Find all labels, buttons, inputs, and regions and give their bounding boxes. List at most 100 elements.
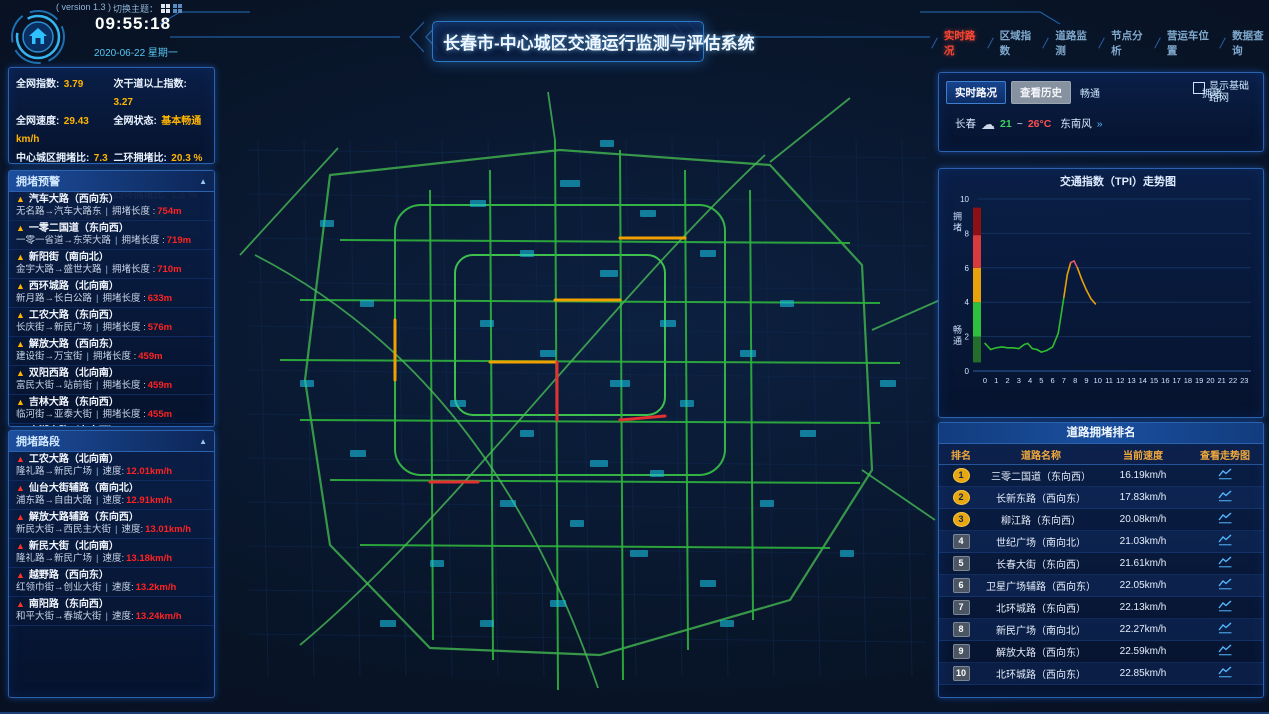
weather-bar: 长春 ☁ 21 ~ 26°C 东南风 » <box>955 115 1103 132</box>
congested-sections-panel: 拥堵路段 ▲ ▲ 工农大路（北向南） 隆礼路→新民广场 | 速度: 12.01km/h … <box>8 430 215 698</box>
legend-scale <box>1107 89 1199 97</box>
table-row: 3 柳江路（东向西） 20.08km/h <box>939 509 1263 531</box>
nav-separator <box>1219 37 1226 49</box>
svg-text:2: 2 <box>965 333 970 342</box>
alert-triangle-icon: ▲ <box>16 483 25 493</box>
table-row: 9 解放大路（西向东） 22.59km/h <box>939 641 1263 663</box>
trend-chart-button[interactable] <box>1187 490 1263 505</box>
theme-blue-swatch[interactable] <box>173 4 183 13</box>
nav-item[interactable]: 道路监测 <box>1036 28 1092 58</box>
collapse-arrow-icon[interactable]: ▲ <box>199 436 207 446</box>
warning-triangle-icon: ▲ <box>16 281 25 291</box>
legend-color-block <box>1164 89 1180 97</box>
version-label: ( version 1.3 ) <box>56 2 112 12</box>
trend-chart-button[interactable] <box>1187 512 1263 527</box>
rank-badge: 3 <box>952 512 970 527</box>
trend-chart-button[interactable] <box>1187 578 1263 593</box>
warning-item[interactable]: ▲ 双阳西路（北向南） 富民大街→站前街 | 拥堵长度 :459m <box>9 366 214 395</box>
warning-item[interactable]: ▲ 新阳街（南向北） 金宇大路→盛世大路 | 拥堵长度 :710m <box>9 250 214 279</box>
ranking-table-body: 1 三零二国道（东向西） 16.19km/h 2 长新东路（西向东） 17.83… <box>939 465 1263 685</box>
theme-light-swatch[interactable] <box>161 4 171 13</box>
main-nav: 实时路况 区域指数 道路监测 节点分析 营运车位置 数据查询 <box>925 28 1269 58</box>
trend-chart-button[interactable] <box>1187 666 1263 681</box>
trend-chart-button[interactable] <box>1187 534 1263 549</box>
nav-item[interactable]: 区域指数 <box>981 28 1037 58</box>
rank-badge: 7 <box>952 600 970 615</box>
svg-text:14: 14 <box>1139 376 1147 385</box>
current-speed: 16.19km/h <box>1119 470 1167 481</box>
road-name: 解放大路（西向东） <box>996 648 1086 659</box>
svg-text:4: 4 <box>965 298 970 307</box>
trend-chart-button[interactable] <box>1187 622 1263 637</box>
view-history-button[interactable]: 查看历史 <box>1011 81 1071 104</box>
table-header-row: 排名 道路名称 当前速度 查看走势图 <box>939 444 1263 465</box>
realtime-traffic-button[interactable]: 实时路况 <box>946 81 1006 104</box>
warning-item[interactable]: ▲ 汽车大路（西向东） 无名路→汽车大路东 | 拥堵长度 :754m <box>9 192 214 221</box>
home-logo[interactable] <box>9 8 67 66</box>
section-item[interactable]: ▲ 南阳路（东向西） 和平大街→春城大街 | 速度: 13.24km/h <box>9 597 214 626</box>
line-chart-icon <box>1217 644 1231 656</box>
warning-item[interactable]: ▲ 一零二国道（东向西） 一零一省道→东荣大路 | 拥堵长度 :719m <box>9 221 214 250</box>
nav-item[interactable]: 节点分析 <box>1092 28 1148 58</box>
svg-text:0: 0 <box>965 367 970 376</box>
table-row: 8 新民广场（南向北） 22.27km/h <box>939 619 1263 641</box>
svg-text:3: 3 <box>1017 376 1021 385</box>
section-item[interactable]: ▲ 新民大街（北向南） 隆礼路→新民广场 | 速度: 13.18km/h <box>9 539 214 568</box>
current-speed: 20.08km/h <box>1119 514 1167 525</box>
section-item[interactable]: ▲ 仙台大街辅路（南向北） 浦东路→自由大路 | 速度: 12.91km/h <box>9 481 214 510</box>
table-row: 1 三零二国道（东向西） 16.19km/h <box>939 465 1263 487</box>
section-item[interactable]: ▲ 解放大路辅路（东向西） 新民大街→西民主大街 | 速度: 13.01km/h <box>9 510 214 539</box>
svg-text:8: 8 <box>1073 376 1077 385</box>
collapse-arrow-icon[interactable]: ▲ <box>199 176 207 186</box>
network-stats-panel: 全网指数: 3.79 次干道以上指数: 3.27 全网速度: 29.43 km/… <box>8 67 215 221</box>
panel-header: 拥堵预警 ▲ <box>9 171 214 192</box>
rank-badge: 6 <box>952 578 970 593</box>
storm-cloud-icon: ☁ <box>981 115 995 132</box>
trend-chart-button[interactable] <box>1187 468 1263 483</box>
line-chart-icon <box>1217 600 1231 612</box>
show-base-network-toggle[interactable]: 显示基础路网 <box>1193 81 1257 105</box>
nav-item[interactable]: 数据查询 <box>1213 28 1269 58</box>
traffic-legend: 畅通 拥堵 <box>1080 89 1222 100</box>
nav-item[interactable]: 实时路况 <box>925 28 981 58</box>
rank-badge: 9 <box>952 644 970 659</box>
svg-text:10: 10 <box>1094 376 1102 385</box>
trend-chart-button[interactable] <box>1187 600 1263 615</box>
road-name: 长春大街（东向西） <box>996 560 1086 571</box>
warning-item[interactable]: ▲ 吉林大路（东向西） 临河街→亚泰大街 | 拥堵长度 :455m <box>9 395 214 424</box>
svg-text:10: 10 <box>960 195 969 204</box>
road-name: 三零二国道（东向西） <box>991 472 1091 483</box>
section-item[interactable]: ▲ 越野路（西向东） 红领巾街→创业大街 | 速度: 13.2km/h <box>9 568 214 597</box>
stat-item: 全网状态: 基本畅通 <box>113 116 202 127</box>
section-item[interactable]: ▲ 工农大路（北向南） 隆礼路→新民广场 | 速度: 12.01km/h <box>9 452 214 481</box>
road-name: 新民广场（南向北） <box>996 626 1086 637</box>
svg-text:4: 4 <box>1028 376 1032 385</box>
warning-item[interactable]: ▲ 工农大路（东向西） 长庆街→新民广场 | 拥堵长度 :576m <box>9 308 214 337</box>
home-icon <box>11 10 65 64</box>
warning-item[interactable]: ▲南湖大路（东向西） 南湖新村中街→南湖广场|拥堵长度 :438m <box>9 424 214 426</box>
legend-color-block <box>1107 89 1123 97</box>
alert-triangle-icon: ▲ <box>16 512 25 522</box>
svg-text:7: 7 <box>1062 376 1066 385</box>
legend-color-block <box>1126 89 1142 97</box>
line-chart-icon <box>1217 534 1231 546</box>
panel-title: 拥堵预警 <box>16 176 60 188</box>
rank-badge: 1 <box>952 468 970 483</box>
legend-color-block <box>1145 89 1161 97</box>
weather-more-arrow[interactable]: » <box>1096 117 1103 130</box>
checkbox-icon[interactable] <box>1193 82 1205 94</box>
current-speed: 21.03km/h <box>1119 536 1167 547</box>
svg-text:23: 23 <box>1240 376 1248 385</box>
warning-triangle-icon: ▲ <box>16 310 25 320</box>
warning-item[interactable]: ▲ 解放大路（西向东） 建设街→万宝街 | 拥堵长度 :459m <box>9 337 214 366</box>
nav-item[interactable]: 营运车位置 <box>1148 28 1213 58</box>
current-speed: 22.05km/h <box>1119 580 1167 591</box>
road-name: 世纪广场（南向北） <box>996 538 1086 549</box>
alert-triangle-icon: ▲ <box>16 599 25 609</box>
warning-item[interactable]: ▲ 西环城路（北向南） 新月路→长白公路 | 拥堵长度 :633m <box>9 279 214 308</box>
trend-chart-button[interactable] <box>1187 644 1263 659</box>
warning-triangle-icon: ▲ <box>16 339 25 349</box>
table-row: 4 世纪广场（南向北） 21.03km/h <box>939 531 1263 553</box>
trend-chart-button[interactable] <box>1187 556 1263 571</box>
